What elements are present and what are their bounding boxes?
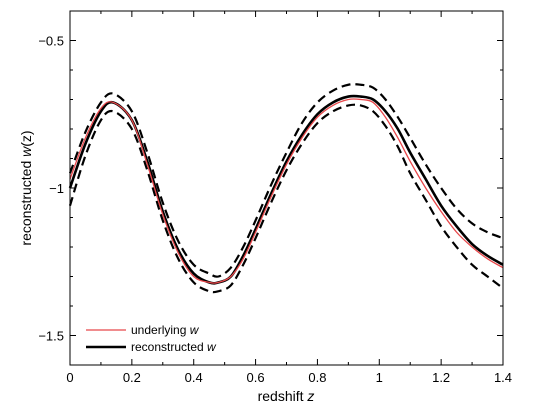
tick-labels-layer: 0 0.2 0.4 0.6 0.8 1 1.2 1.4 −1.5 −1 −0.5 bbox=[38, 34, 512, 386]
x-tick-label: 1.2 bbox=[432, 370, 450, 385]
legend-label-underlying: underlying w bbox=[131, 323, 200, 337]
legend-underlying-text: underlying bbox=[131, 323, 186, 337]
x-tick-label: 0.4 bbox=[185, 370, 203, 385]
x-tick-label: 1 bbox=[376, 370, 383, 385]
ticks-layer bbox=[69, 10, 504, 366]
y-axis-label-text: reconstructed bbox=[18, 161, 34, 246]
lower-bound-dashed-line bbox=[68, 103, 504, 294]
y-axis-label: reconstructed w(z) bbox=[18, 130, 34, 245]
x-axis-label-var: z bbox=[306, 388, 314, 404]
plot-background bbox=[70, 11, 503, 365]
x-tick-label: 1.4 bbox=[494, 370, 512, 385]
x-axis-label-text: redshift bbox=[258, 388, 304, 404]
series-reconstructed-w-line bbox=[68, 94, 504, 285]
legend-underlying-var: w bbox=[190, 323, 200, 337]
x-tick-label: 0.8 bbox=[308, 370, 326, 385]
y-axis-label-arg: (z) bbox=[18, 130, 34, 146]
y-tick-label: −1.5 bbox=[38, 329, 64, 344]
y-tick-label: −0.5 bbox=[38, 34, 64, 49]
legend-reconstructed-text: reconstructed bbox=[131, 340, 204, 354]
x-axis-label: redshift z bbox=[258, 388, 315, 404]
x-tick-label: 0 bbox=[66, 370, 73, 385]
y-axis-label-var: w bbox=[18, 146, 34, 157]
y-tick-label: −1 bbox=[49, 181, 64, 196]
legend-label-reconstructed: reconstructed w bbox=[131, 340, 217, 354]
x-tick-label: 0.2 bbox=[123, 370, 141, 385]
curves-layer bbox=[68, 83, 504, 294]
legend: underlying w reconstructed w bbox=[86, 323, 217, 354]
series-underlying-w-line bbox=[69, 98, 504, 284]
legend-reconstructed-var: w bbox=[207, 340, 217, 354]
x-tick-label: 0.6 bbox=[247, 370, 265, 385]
